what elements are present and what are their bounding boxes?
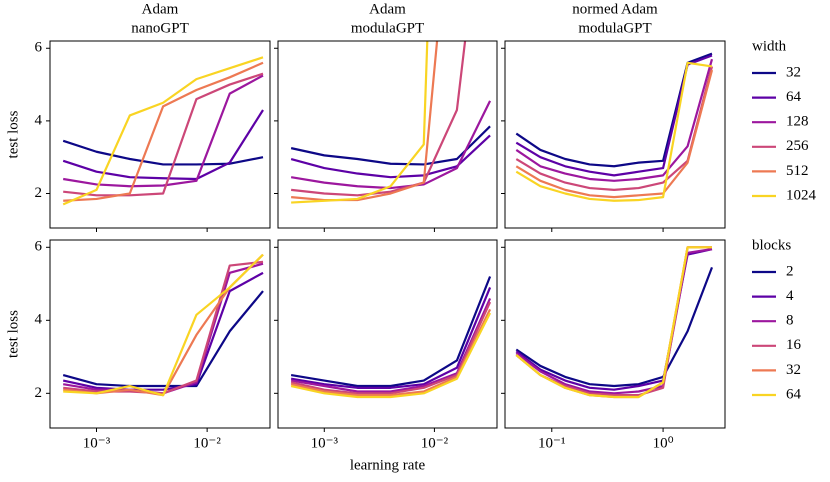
axes-frame	[49, 40, 271, 229]
series-line	[62, 290, 264, 388]
series-line	[290, 276, 492, 388]
y-axis-label: test loss	[5, 110, 21, 158]
series-line	[63, 253, 264, 397]
y-tick-label: 6	[35, 239, 43, 255]
plot-area	[515, 52, 714, 202]
plot-area	[62, 253, 264, 397]
legend-label: 32	[786, 64, 801, 80]
x-tick-label: 10⁻³	[83, 435, 111, 451]
y-tick-label: 2	[35, 185, 43, 201]
axes-frame	[49, 239, 271, 429]
series-line	[515, 54, 713, 177]
series-line	[290, 287, 492, 389]
legend-label: 512	[786, 163, 809, 179]
legend-label: 64	[786, 89, 802, 105]
series-line	[515, 266, 714, 388]
legend-label: 16	[786, 337, 802, 353]
x-axis-label: learning rate	[350, 457, 426, 473]
y-tick-label: 4	[35, 312, 43, 328]
panel-title: modulaGPT	[578, 20, 651, 36]
series-line	[62, 109, 264, 181]
legend-label: 32	[786, 362, 801, 378]
series-line	[290, 312, 492, 399]
x-tick-label: 10⁻²	[193, 435, 221, 451]
panel-title: nanoGPT	[131, 20, 189, 36]
series-line	[515, 58, 714, 182]
panel-title: normed Adam	[572, 1, 658, 17]
legend-title: blocks	[752, 237, 791, 253]
series-line	[290, 125, 491, 166]
panel-title: modulaGPT	[351, 20, 424, 36]
legend-label: 2	[786, 263, 794, 279]
plot-area	[290, 41, 492, 204]
y-tick-label: 6	[35, 40, 43, 56]
series-line	[62, 56, 264, 206]
series-line	[290, 100, 492, 190]
series-line	[62, 139, 264, 166]
series-line	[515, 61, 713, 202]
x-tick-label: 10⁻²	[421, 435, 449, 451]
series-line	[515, 66, 714, 191]
axes-frame	[277, 40, 498, 229]
plot-area	[62, 56, 264, 206]
series-line	[63, 253, 264, 397]
axes-frame	[504, 239, 726, 429]
series-line	[515, 246, 712, 399]
series-line	[63, 61, 264, 202]
legend-title: width	[752, 38, 787, 54]
panel-title: Adam	[142, 1, 179, 17]
y-tick-label: 4	[35, 112, 43, 128]
legend-label: 256	[786, 138, 809, 154]
legend-label: 128	[786, 114, 809, 130]
series-line	[63, 72, 264, 197]
series-line	[63, 74, 264, 188]
series-line	[291, 41, 429, 204]
panel-title: Adam	[369, 1, 406, 17]
legend-label: 64	[786, 386, 802, 402]
legend-label: 1024	[786, 187, 817, 203]
y-axis-label: test loss	[5, 310, 21, 358]
series-line	[290, 297, 492, 393]
axes-frame	[277, 239, 498, 429]
legend-label: 4	[786, 288, 794, 304]
axes-frame	[504, 40, 726, 229]
series-line	[515, 69, 714, 199]
x-tick-label: 10⁻³	[311, 435, 339, 451]
plot-area	[290, 276, 492, 399]
y-tick-label: 2	[35, 385, 43, 401]
series-line	[291, 41, 467, 197]
x-tick-label: 10⁻¹	[538, 435, 565, 451]
plot-area	[515, 246, 714, 399]
series-line	[62, 271, 264, 391]
series-line	[515, 52, 713, 168]
x-tick-label: 10⁰	[653, 435, 674, 451]
legend-label: 8	[786, 313, 794, 329]
